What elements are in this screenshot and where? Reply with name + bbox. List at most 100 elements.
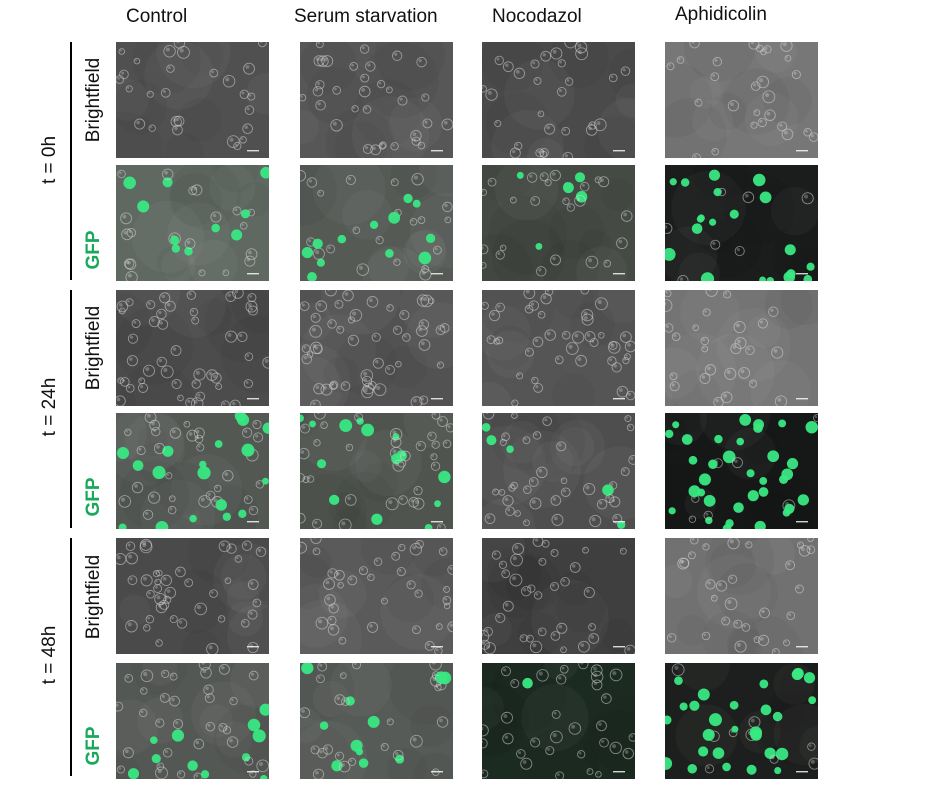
cell-highlight <box>147 302 151 305</box>
cell-outline <box>385 497 399 511</box>
cell-outline <box>347 334 359 346</box>
cell-outline <box>327 319 337 329</box>
cell-highlight <box>245 380 249 384</box>
cell-highlight <box>171 697 175 702</box>
cell-outline <box>252 598 262 608</box>
cell-outline <box>501 666 511 677</box>
cell-outline <box>400 450 411 462</box>
cell-outline <box>310 341 323 355</box>
cell-highlight <box>518 751 522 755</box>
cell-outline <box>162 748 173 758</box>
cell-highlight <box>388 719 391 723</box>
cell-highlight <box>415 487 419 491</box>
cell-highlight <box>486 515 491 519</box>
cell-highlight <box>412 737 417 742</box>
cell-outline <box>411 173 424 186</box>
cell-highlight <box>303 346 307 349</box>
cell-highlight <box>429 433 433 437</box>
cell-outline <box>336 325 345 334</box>
cell-highlight <box>439 418 443 422</box>
cell-highlight <box>231 698 234 702</box>
cell-highlight <box>515 143 519 147</box>
cell-highlight <box>221 666 225 670</box>
cell-highlight <box>445 217 448 221</box>
cell-highlight <box>347 496 352 501</box>
cell-outline <box>550 47 563 60</box>
cell-highlight <box>696 100 699 103</box>
cell-highlight <box>542 295 547 299</box>
cell-highlight <box>403 334 407 338</box>
cell-outline <box>555 771 565 779</box>
cell-highlight <box>341 763 345 767</box>
cell-outline <box>154 578 162 586</box>
cell-outline <box>229 696 238 706</box>
cell-highlight <box>568 344 573 349</box>
gfp-cell <box>665 757 673 770</box>
cell-highlight <box>526 349 530 353</box>
cell-highlight <box>226 578 229 581</box>
bracket-0h <box>70 42 72 280</box>
cell-highlight <box>394 260 398 263</box>
cell-outline <box>322 744 334 755</box>
gfp-cell <box>714 434 723 444</box>
cell-outline <box>482 630 490 643</box>
cell-highlight <box>229 738 233 743</box>
cell-outline <box>203 684 214 695</box>
cell-outline <box>300 423 311 434</box>
gfp-cell <box>698 746 709 757</box>
cell-highlight <box>234 143 238 147</box>
cell-outline <box>411 625 421 635</box>
cell-highlight <box>801 547 805 552</box>
cell-outline <box>398 543 406 552</box>
cell-highlight <box>771 756 775 760</box>
cell-outline <box>803 128 812 137</box>
cell-outline <box>300 93 307 102</box>
cell-highlight <box>318 191 321 194</box>
gfp-cell <box>736 437 745 446</box>
cell-outline <box>757 117 767 128</box>
cell-outline <box>177 394 184 402</box>
cell-outline <box>371 332 381 342</box>
cell-outline <box>376 79 386 89</box>
cell-outline <box>785 560 796 571</box>
cell-outline <box>556 674 567 685</box>
micrograph-brightfield-nocodazol-0h <box>482 42 635 158</box>
cell-highlight <box>200 497 205 502</box>
cell-outline <box>352 663 362 670</box>
cell-highlight <box>432 463 436 467</box>
cell-highlight <box>349 577 353 581</box>
cell-highlight <box>625 354 628 357</box>
cell-highlight <box>482 641 486 646</box>
cell-outline <box>412 497 425 510</box>
cell-outline <box>240 618 250 628</box>
cell-outline <box>588 121 597 130</box>
cell-highlight <box>315 346 319 350</box>
cell-highlight <box>155 585 158 589</box>
gfp-cell <box>669 178 677 186</box>
cell-highlight <box>246 354 250 357</box>
cell-outline <box>316 674 325 684</box>
background-mottle <box>549 204 605 260</box>
cell-highlight <box>249 294 253 298</box>
gfp-cell <box>729 209 739 219</box>
cell-highlight <box>628 425 631 428</box>
cell-outline <box>495 612 506 623</box>
cell-highlight <box>552 550 555 554</box>
cell-highlight <box>159 321 164 325</box>
cell-highlight <box>319 663 323 667</box>
cell-outline <box>609 668 623 682</box>
cell-highlight <box>755 637 758 640</box>
cell-highlight <box>116 397 121 402</box>
cell-outline <box>694 98 703 107</box>
cell-highlight <box>255 434 259 438</box>
gfp-cell <box>708 169 721 181</box>
cell-outline <box>124 673 134 683</box>
cell-outline <box>244 352 254 361</box>
cell-outline <box>386 718 394 726</box>
cell-outline <box>757 318 769 329</box>
cell-highlight <box>538 268 542 272</box>
cell-outline <box>378 142 386 150</box>
gfp-cell <box>752 173 766 187</box>
cell-outline <box>759 607 770 619</box>
cell-highlight <box>412 132 417 136</box>
